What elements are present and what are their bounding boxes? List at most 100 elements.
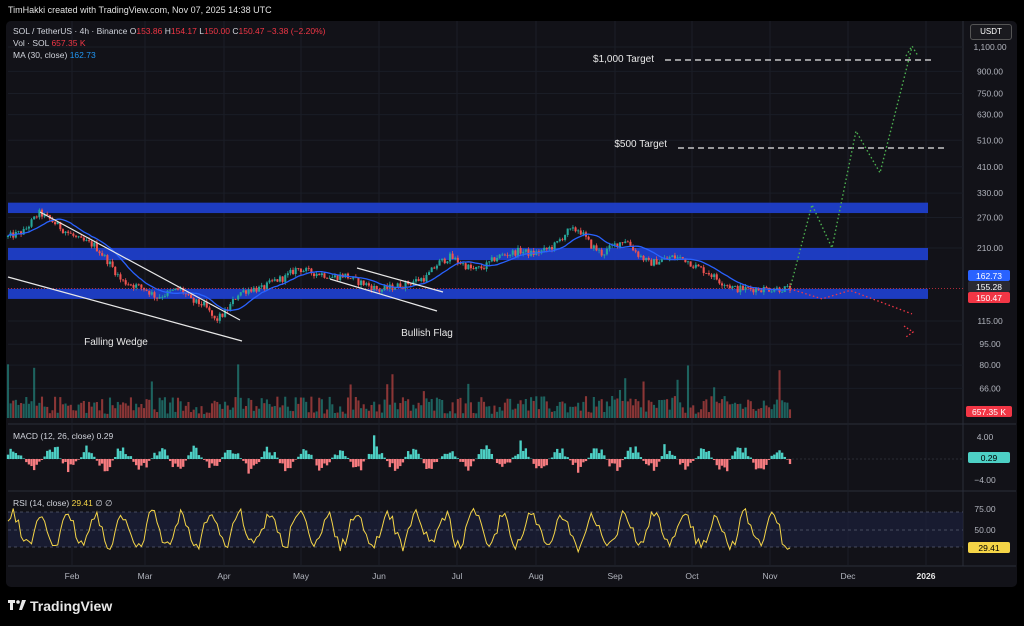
macd-tag: 0.29 (981, 453, 998, 463)
candle-body (6, 235, 10, 237)
candle-body (80, 236, 83, 238)
volume-bar (673, 396, 676, 418)
macd-bar (707, 451, 711, 459)
y-tick-label: 270.00 (977, 212, 1003, 222)
main-legend: SOL / TetherUS · 4h · Binance O153.86 H1… (13, 26, 325, 36)
macd-bar (359, 459, 363, 471)
volume-bar (749, 401, 752, 418)
volume-bar (451, 402, 454, 418)
volume-bar (85, 412, 88, 418)
macd-bar (116, 448, 120, 459)
volume-bar (255, 406, 258, 418)
volume-bar (747, 399, 750, 418)
candle-body (569, 228, 572, 230)
volume-bar (234, 397, 237, 418)
volume-bar (668, 409, 671, 418)
tradingview-brand[interactable]: TradingView (8, 598, 112, 614)
volume-bar (95, 402, 98, 418)
candle-body (430, 267, 433, 273)
macd-bar (106, 459, 109, 472)
candle-body (339, 274, 342, 280)
candle-body (289, 269, 292, 274)
volume-bar (116, 401, 119, 418)
macd-bar (182, 459, 185, 467)
volume-bar (613, 399, 616, 418)
candle-body (438, 260, 441, 266)
candle-body (156, 297, 159, 299)
volume-bar (12, 400, 15, 418)
currency-button[interactable]: USDT (970, 24, 1012, 40)
volume-bar (509, 398, 512, 418)
macd-bar (22, 458, 25, 459)
candle-body (448, 253, 452, 262)
macd-bar (613, 459, 616, 464)
candle-body (312, 273, 316, 277)
volume-bar (90, 406, 93, 418)
y-tick-label: 80.00 (979, 360, 1001, 370)
volume-bar (271, 406, 274, 418)
candle-body (20, 231, 23, 235)
macd-bar (435, 459, 439, 462)
volume-bar (464, 403, 467, 418)
macd-bar (456, 458, 460, 459)
macd-bar (315, 459, 318, 466)
candle-body (260, 285, 263, 287)
macd-bar (626, 450, 630, 459)
volume-bar (752, 409, 755, 418)
volume-bar (454, 413, 457, 418)
candle-body (668, 257, 671, 259)
candle-body (38, 209, 41, 218)
volume-bar (595, 406, 598, 418)
candle-body (503, 254, 506, 256)
volume-bar (734, 402, 737, 418)
candle-body (613, 243, 616, 245)
macd-bar (304, 450, 308, 459)
candle-body (161, 296, 164, 298)
volume-bar (111, 405, 114, 418)
macd-label: MACD (12, 26, close) (13, 431, 95, 441)
volume-bar (608, 406, 611, 418)
macd-bar (80, 457, 83, 459)
candle-body (605, 248, 608, 255)
volume-bar (720, 399, 724, 418)
candle-body (598, 249, 601, 251)
candle-body (93, 242, 96, 247)
macd-bar (95, 459, 99, 461)
candle-body (218, 313, 221, 321)
candle-body (370, 285, 373, 291)
volume-bar (370, 405, 373, 418)
volume-bar (82, 400, 85, 418)
candle-body (498, 254, 501, 258)
macd-bar (260, 456, 263, 459)
macd-bar (488, 448, 491, 459)
macd-bar (85, 445, 88, 459)
candle-body (629, 241, 632, 246)
bullish-flag-label: Bullish Flag (401, 328, 453, 339)
volume-bar (380, 412, 384, 418)
rsi-band (8, 512, 963, 547)
volume-bar (642, 381, 645, 418)
candle-body (700, 266, 703, 268)
volume-bar (156, 412, 159, 418)
volume-bar (472, 412, 475, 418)
candle-body (697, 264, 700, 267)
x-tick-label: Mar (138, 571, 153, 581)
volume-bar (516, 403, 520, 418)
volume-bar (417, 402, 420, 418)
candle-body (556, 241, 559, 243)
candle-body (258, 286, 261, 292)
macd-bar (354, 459, 358, 468)
volume-bar (391, 374, 394, 418)
macd-bar (53, 447, 57, 459)
macd-bar (197, 455, 201, 459)
macd-bar (184, 459, 188, 461)
macd-bar (171, 459, 174, 468)
volume-bar (328, 396, 331, 418)
macd-bar (480, 449, 483, 459)
candle-body (323, 273, 326, 278)
macd-bar (59, 458, 62, 459)
macd-bar (404, 456, 407, 459)
candle-body (773, 289, 776, 292)
volume-bar (786, 402, 789, 418)
